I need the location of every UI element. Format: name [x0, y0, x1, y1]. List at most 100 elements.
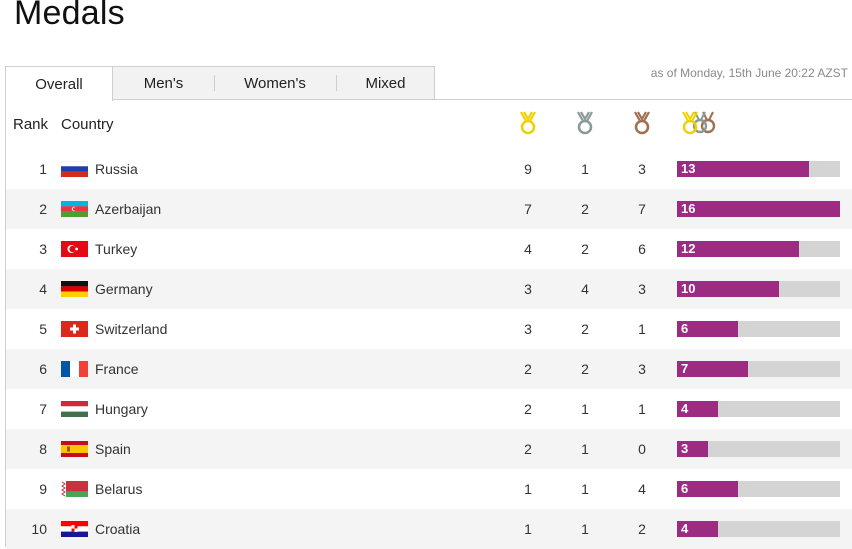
- silver-count: 2: [581, 241, 589, 257]
- gold-count: 3: [524, 321, 532, 337]
- silver-medal-icon[interactable]: [573, 110, 597, 136]
- spain-flag-icon: [61, 441, 88, 457]
- croatia-flag-icon: [61, 521, 88, 537]
- france-flag-icon: [61, 361, 88, 377]
- silver-count: 2: [581, 361, 589, 377]
- tab-mixed[interactable]: Mixed: [336, 67, 435, 99]
- rank-header: Rank: [13, 116, 49, 133]
- total-bar-fill: 6: [677, 321, 739, 337]
- bronze-count: 0: [638, 441, 646, 457]
- bronze-count: 7: [638, 201, 646, 217]
- table-row[interactable]: 10 Croatia 1 1 2 4: [6, 509, 852, 549]
- country-cell[interactable]: Turkey: [95, 241, 138, 257]
- rank-cell: 5: [39, 321, 47, 337]
- total-bar: 16: [677, 201, 840, 217]
- gold-count: 4: [524, 241, 532, 257]
- silver-count: 1: [581, 481, 589, 497]
- country-cell[interactable]: Belarus: [95, 481, 143, 497]
- total-bar: 4: [677, 521, 840, 537]
- table-row[interactable]: 8 Spain 2 1 0 3: [6, 429, 852, 469]
- total-bar-fill: 4: [677, 401, 718, 417]
- table-row[interactable]: 9 Belarus 1 1 4 6: [6, 469, 852, 509]
- tab-overall[interactable]: Overall: [6, 67, 113, 101]
- page-title: Medals: [14, 0, 125, 32]
- rank-cell: 4: [39, 281, 47, 297]
- total-bar-fill: 13: [677, 161, 810, 177]
- turkey-flag-icon: [61, 241, 88, 257]
- gold-count: 2: [524, 441, 532, 457]
- total-bar: 6: [677, 481, 840, 497]
- bronze-count: 2: [638, 521, 646, 537]
- gold-count: 9: [524, 161, 532, 177]
- country-cell[interactable]: Azerbaijan: [95, 201, 162, 217]
- table-row[interactable]: 1 Russia 9 1 3 13: [6, 149, 852, 189]
- tab-mens[interactable]: Men's: [143, 74, 184, 92]
- total-bar-fill: 10: [677, 281, 779, 297]
- total-bar: 10: [677, 281, 840, 297]
- total-bar-fill: 12: [677, 241, 800, 257]
- gold-count: 3: [524, 281, 532, 297]
- country-cell[interactable]: France: [95, 361, 139, 377]
- country-cell[interactable]: Hungary: [95, 401, 148, 417]
- tab-womens[interactable]: Women's: [214, 67, 336, 99]
- total-bar: 4: [677, 401, 840, 417]
- table-row[interactable]: 7 Hungary 2 1 1 4: [6, 389, 852, 429]
- gold-count: 7: [524, 201, 532, 217]
- country-cell[interactable]: Russia: [95, 161, 138, 177]
- medal-tabs: Overall Men's Women's Mixed: [5, 66, 435, 101]
- gold-medal-icon[interactable]: [516, 110, 540, 136]
- bronze-count: 1: [638, 321, 646, 337]
- germany-flag-icon: [61, 281, 88, 297]
- gold-count: 2: [524, 361, 532, 377]
- silver-count: 1: [581, 441, 589, 457]
- table-body: 1 Russia 9 1 3 13 2 Azerbaijan 7 2 7 16: [6, 149, 852, 549]
- russia-flag-icon: [61, 161, 88, 177]
- total-bar: 3: [677, 441, 840, 457]
- rank-cell: 2: [39, 201, 47, 217]
- gold-count: 2: [524, 401, 532, 417]
- total-bar: 7: [677, 361, 840, 377]
- table-header: Rank Country: [6, 100, 852, 150]
- country-cell[interactable]: Germany: [95, 281, 153, 297]
- gold-count: 1: [524, 481, 532, 497]
- switzerland-flag-icon: [61, 321, 88, 337]
- rank-cell: 7: [39, 401, 47, 417]
- rank-cell: 3: [39, 241, 47, 257]
- table-row[interactable]: 5 Switzerland 3 2 1 6: [6, 309, 852, 349]
- table-row[interactable]: 2 Azerbaijan 7 2 7 16: [6, 189, 852, 229]
- bronze-count: 4: [638, 481, 646, 497]
- total-bar-fill: 6: [677, 481, 739, 497]
- last-updated: as of Monday, 15th June 20:22 AZST: [650, 66, 848, 80]
- table-row[interactable]: 6 France 2 2 3 7: [6, 349, 852, 389]
- country-cell[interactable]: Croatia: [95, 521, 141, 537]
- rank-cell: 8: [39, 441, 47, 457]
- total-bar-fill: 4: [677, 521, 718, 537]
- total-bar-fill: 3: [677, 441, 708, 457]
- bronze-count: 3: [638, 361, 646, 377]
- silver-count: 1: [581, 161, 589, 177]
- table-row[interactable]: 4 Germany 3 4 3 10: [6, 269, 852, 309]
- total-medals-icon[interactable]: [678, 110, 720, 136]
- country-cell[interactable]: Switzerland: [95, 321, 168, 337]
- silver-count: 2: [581, 201, 589, 217]
- country-header: Country: [61, 116, 114, 133]
- bronze-count: 1: [638, 401, 646, 417]
- silver-count: 1: [581, 401, 589, 417]
- silver-count: 4: [581, 281, 589, 297]
- bronze-count: 6: [638, 241, 646, 257]
- country-cell[interactable]: Spain: [95, 441, 131, 457]
- table-row[interactable]: 3 Turkey 4 2 6 12: [6, 229, 852, 269]
- rank-cell: 10: [31, 521, 47, 537]
- rank-cell: 6: [39, 361, 47, 377]
- total-bar: 12: [677, 241, 840, 257]
- gold-count: 1: [524, 521, 532, 537]
- bronze-count: 3: [638, 161, 646, 177]
- hungary-flag-icon: [61, 401, 88, 417]
- azerbaijan-flag-icon: [61, 201, 88, 217]
- silver-count: 1: [581, 521, 589, 537]
- total-bar-fill: 16: [677, 201, 840, 217]
- silver-count: 2: [581, 321, 589, 337]
- bronze-count: 3: [638, 281, 646, 297]
- bronze-medal-icon[interactable]: [630, 110, 654, 136]
- medals-table: Rank Country 1 Russ: [5, 99, 852, 549]
